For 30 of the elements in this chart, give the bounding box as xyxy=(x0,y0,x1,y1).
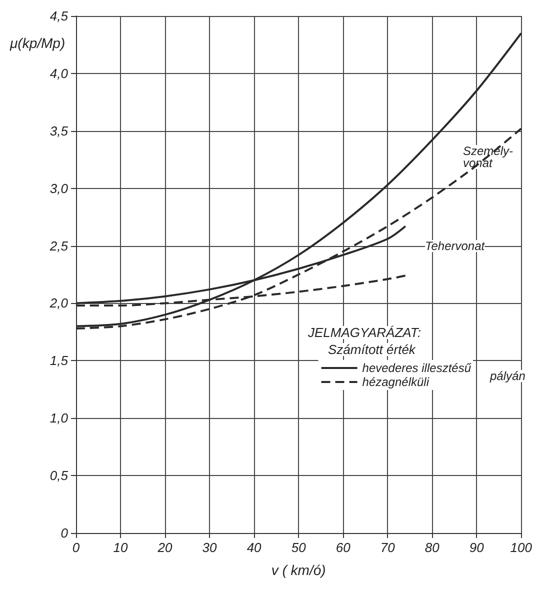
y-tick-label: 0,5 xyxy=(50,468,69,484)
x-tick-label: 0 xyxy=(72,540,80,555)
legend-label: hevederes illesztésű xyxy=(362,361,472,375)
y-tick-label: 1,5 xyxy=(50,353,69,368)
x-tick-label: 50 xyxy=(291,540,307,555)
y-axis-title: μ(kp/Mp) xyxy=(9,35,66,51)
y-tick-label: 4,0 xyxy=(50,66,69,81)
y-tick-label: 2,5 xyxy=(48,238,69,254)
x-tick-label: 70 xyxy=(380,540,396,555)
annotation: Személy- vonat xyxy=(463,144,514,170)
y-tick-label: 0 xyxy=(60,526,69,540)
x-tick-label: 90 xyxy=(469,540,485,555)
x-tick-label: 100 xyxy=(510,540,533,555)
x-tick-label: 80 xyxy=(424,540,440,555)
x-tick-label: 60 xyxy=(336,540,352,555)
y-tick-label: 1,0 xyxy=(50,410,69,426)
x-tick-label: 30 xyxy=(202,540,218,555)
y-tick-label: 2,0 xyxy=(48,296,69,311)
x-axis-title: v ( km/ó) xyxy=(271,562,326,578)
annotation: Tehervonat xyxy=(425,239,486,253)
y-tick-label: 3,0 xyxy=(50,180,69,196)
x-tick-label: 40 xyxy=(246,540,262,555)
annotation: Számított érték xyxy=(328,342,417,357)
legend-label: hézagnélküli xyxy=(362,375,430,389)
legend-title: JELMAGYARÁZAT: xyxy=(307,325,422,340)
x-tick-label: 20 xyxy=(156,540,174,555)
y-tick-label: 3,5 xyxy=(50,123,69,138)
x-tick-label: 10 xyxy=(113,540,129,555)
y-tick-label: 4,5 xyxy=(50,8,69,24)
annotation: pályán xyxy=(489,369,526,383)
